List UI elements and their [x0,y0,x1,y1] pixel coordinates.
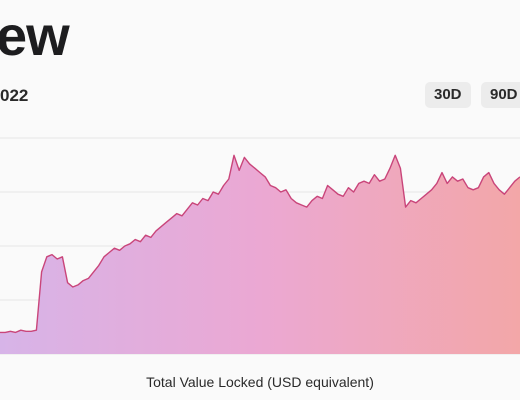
range-30d-button[interactable]: 30D [425,82,471,108]
range-90d-button[interactable]: 90D [481,82,520,108]
date-label: 022 [0,86,29,105]
page-title: ew [0,4,70,67]
x-axis-label: Total Value Locked (USD equivalent) [146,374,374,390]
series-area [0,155,520,354]
series-line [0,154,520,334]
